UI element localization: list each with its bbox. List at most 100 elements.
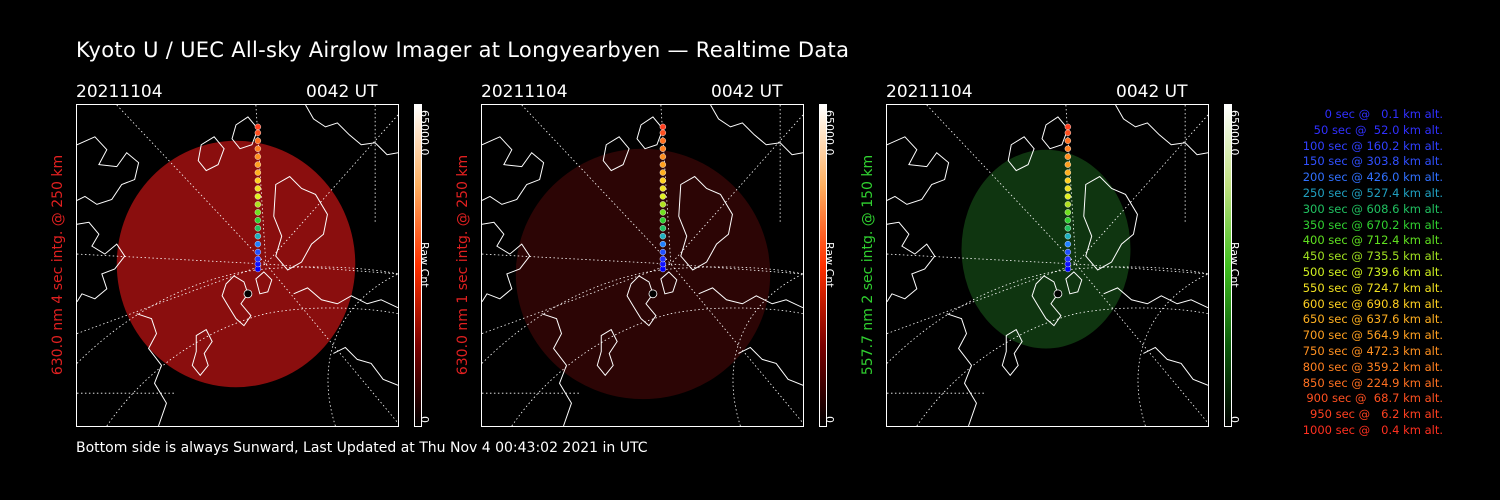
legend-entry: 50 sec @ 52.0 km alt. xyxy=(1313,122,1443,137)
coastline xyxy=(1103,287,1208,309)
rocket-track-point xyxy=(1064,255,1072,263)
panel-ylabel: 630.0 nm 1 sec intg. @ 250 km xyxy=(455,154,471,376)
colorbar-min: 0 xyxy=(823,416,836,423)
coastline xyxy=(77,136,140,205)
coastline xyxy=(1001,328,1023,377)
rocket-track-point xyxy=(659,225,667,232)
grid-line xyxy=(482,266,803,364)
legend-entry: 0 sec @ 0.1 km alt. xyxy=(1324,107,1443,121)
rocket-track-point xyxy=(659,240,667,248)
legend-entry: 450 sec @ 735.5 km alt. xyxy=(1302,249,1443,264)
colorbar-min: 0 xyxy=(1228,416,1241,423)
airglow-panel-630nm-1sec: 20211104 0042 UT 630.0 nm 1 sec intg. @ … xyxy=(455,80,881,440)
rocket-track-point xyxy=(254,129,262,137)
coastline xyxy=(293,287,398,309)
rocket-track-point xyxy=(254,161,262,168)
altitude-legend: 0 sec @ 0.1 km alt. 50 sec @ 52.0 km alt.… xyxy=(1258,107,1443,439)
rocket-track-point xyxy=(1064,193,1072,200)
panel-time: 0042 UT xyxy=(711,82,783,102)
coastline xyxy=(636,116,664,150)
colorbar xyxy=(1224,104,1232,427)
rocket-track-point xyxy=(254,169,262,176)
rocket-track-point xyxy=(659,255,667,263)
coastline xyxy=(221,275,252,327)
legend-entry: 600 sec @ 690.8 km alt. xyxy=(1302,296,1443,311)
rocket-track-point xyxy=(254,209,262,216)
coastline xyxy=(231,116,259,150)
legend-entry: 250 sec @ 527.4 km alt. xyxy=(1302,185,1443,200)
grid-line xyxy=(926,105,1208,424)
rocket-track-point xyxy=(659,248,667,256)
rocket-track-point xyxy=(659,209,667,216)
colorbar-max: 65000.0 xyxy=(1228,110,1241,156)
colorbar-max: 65000.0 xyxy=(823,110,836,156)
coastline xyxy=(1065,271,1083,295)
allsky-image xyxy=(76,104,399,427)
footer-note: Bottom side is always Sunward, Last Upda… xyxy=(76,440,648,456)
rocket-track-point xyxy=(254,137,262,144)
coastline xyxy=(1041,116,1069,150)
panel-ylabel: 557.7 nm 2 sec intg. @ 150 km xyxy=(860,154,876,376)
rocket-track-point xyxy=(1064,169,1072,176)
grid-line xyxy=(521,105,803,424)
rocket-track-point xyxy=(254,255,262,263)
grid-line xyxy=(511,307,803,426)
coastline xyxy=(273,175,328,271)
rocket-track-point xyxy=(254,240,262,248)
rocket-track-point xyxy=(254,233,262,240)
grid-line xyxy=(255,105,267,265)
rocket-track-point xyxy=(659,145,667,152)
grid-line xyxy=(1137,273,1208,426)
grid-line xyxy=(106,307,398,426)
coastline xyxy=(333,346,398,386)
rocket-track-point xyxy=(1064,201,1072,208)
coastline xyxy=(698,287,803,309)
legend-entry: 200 sec @ 426.0 km alt. xyxy=(1302,170,1443,185)
coastline xyxy=(1007,136,1035,172)
rocket-track-point xyxy=(659,177,667,184)
rocket-track-point xyxy=(254,185,262,192)
legend-entry: 950 sec @ 6.2 km alt. xyxy=(1310,407,1443,422)
legend-entry: 900 sec @ 68.7 km alt. xyxy=(1306,391,1443,406)
rocket-track-point xyxy=(254,153,262,160)
rocket-track-point xyxy=(254,123,262,131)
coastline xyxy=(191,328,213,377)
colorbar-unit: Raw Cnt xyxy=(823,242,836,288)
coastline xyxy=(482,136,545,205)
grid-line xyxy=(116,105,398,424)
rocket-track-point xyxy=(254,248,262,256)
coastline xyxy=(626,275,657,327)
panel-date: 20211104 xyxy=(481,82,568,102)
coastline xyxy=(946,313,977,426)
legend-entry: 550 sec @ 724.7 km alt. xyxy=(1302,280,1443,295)
coastline xyxy=(482,221,531,303)
airglow-emission xyxy=(961,149,1131,349)
legend-entry: 100 sec @ 160.2 km alt. xyxy=(1302,138,1443,153)
panel-date: 20211104 xyxy=(76,82,163,102)
rocket-track-point xyxy=(1064,185,1072,192)
allsky-image xyxy=(481,104,804,427)
legend-entry: 750 sec @ 472.3 km alt. xyxy=(1302,343,1443,358)
rocket-track-point xyxy=(1064,217,1072,224)
grid-line xyxy=(265,114,398,265)
coastline xyxy=(602,136,630,172)
rocket-track-point xyxy=(659,129,667,137)
legend-entry: 850 sec @ 224.9 km alt. xyxy=(1302,375,1443,390)
coastline xyxy=(887,221,936,303)
rocket-track-point xyxy=(1064,177,1072,184)
colorbar-min: 0 xyxy=(418,416,431,423)
airglow-panel-630nm-4sec: 20211104 0042 UT 630.0 nm 4 sec intg. @ … xyxy=(50,80,476,440)
coastline xyxy=(197,136,225,172)
rocket-track-point xyxy=(659,123,667,131)
rocket-track-point xyxy=(1064,161,1072,168)
airglow-panel-557nm-2sec: 20211104 0042 UT 557.7 nm 2 sec intg. @ … xyxy=(860,80,1286,440)
coastline xyxy=(678,175,733,271)
rocket-track-point xyxy=(659,137,667,144)
coastline xyxy=(738,346,803,386)
coastline xyxy=(1143,346,1208,386)
panel-time: 0042 UT xyxy=(1116,82,1188,102)
rocket-track-point xyxy=(1064,248,1072,256)
rocket-track-point xyxy=(1064,240,1072,248)
rocket-track-point xyxy=(659,153,667,160)
rocket-track-point xyxy=(659,185,667,192)
